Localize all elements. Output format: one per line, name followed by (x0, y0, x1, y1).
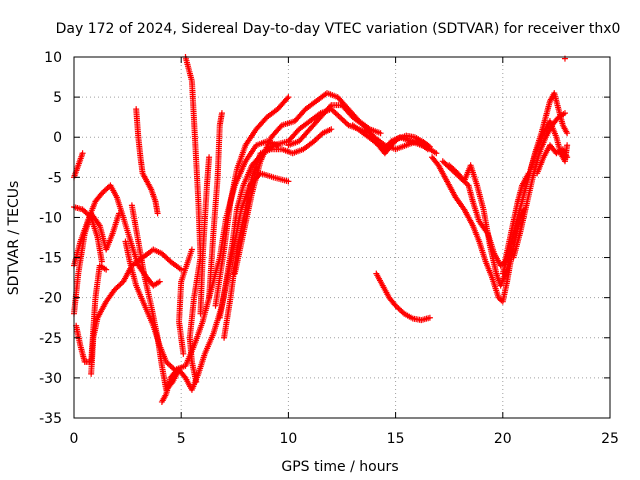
x-axis-label: GPS time / hours (281, 459, 398, 475)
plot-frame (73, 56, 611, 419)
y-tick-label: 0 (53, 130, 62, 146)
grid-lines (74, 57, 610, 418)
y-tick-labels: -35 -30 -25 -20 -15 -10 -5 0 5 10 (39, 50, 62, 427)
data-point (564, 154, 571, 161)
y-tick-label: -30 (39, 371, 62, 387)
y-tick-label: -10 (39, 210, 62, 226)
y-tick-label: 5 (53, 90, 62, 106)
y-axis-label: SDTVAR / TECUs (6, 181, 22, 296)
data-point (426, 143, 433, 150)
data-point (426, 314, 433, 321)
data-point (285, 94, 292, 101)
data-point (172, 368, 179, 375)
data-point (154, 210, 161, 217)
data-point (425, 142, 432, 149)
x-tick-label: 5 (177, 431, 186, 447)
chart-title: Day 172 of 2024, Sidereal Day-to-day VTE… (56, 21, 621, 37)
data-point (156, 278, 163, 285)
data-point (285, 178, 292, 185)
data-point (284, 95, 291, 102)
axis-ticks (73, 56, 611, 419)
y-tick-label: -35 (39, 411, 62, 427)
data-point (103, 266, 110, 273)
y-tick-label: -25 (39, 331, 62, 347)
data-point (173, 366, 180, 373)
data-point (433, 150, 440, 157)
data-point (116, 210, 123, 217)
data-point (79, 150, 86, 157)
data-point (181, 373, 188, 380)
data-point (180, 350, 187, 357)
y-tick-label: -15 (39, 251, 62, 267)
x-tick-label: 20 (494, 431, 512, 447)
y-tick-label: -5 (48, 170, 62, 186)
data-point (393, 137, 400, 144)
data-point (178, 266, 185, 273)
x-tick-label: 15 (387, 431, 405, 447)
x-tick-label: 10 (279, 431, 297, 447)
y-tick-label: 10 (44, 50, 62, 66)
data-point (377, 130, 384, 137)
data-point (564, 130, 571, 137)
data-point (564, 142, 571, 149)
data-point (206, 154, 213, 161)
data-point (277, 123, 284, 130)
y-tick-label: -20 (39, 291, 62, 307)
data-point (218, 110, 225, 117)
data-point (193, 378, 200, 385)
data-points (71, 54, 571, 405)
data-point (98, 258, 105, 265)
x-tick-label: 0 (70, 431, 79, 447)
x-tick-label: 25 (601, 431, 619, 447)
data-point (561, 110, 568, 117)
x-tick-labels: 0 5 10 15 20 25 (70, 431, 619, 447)
data-point (328, 126, 335, 133)
data-point (327, 103, 334, 110)
